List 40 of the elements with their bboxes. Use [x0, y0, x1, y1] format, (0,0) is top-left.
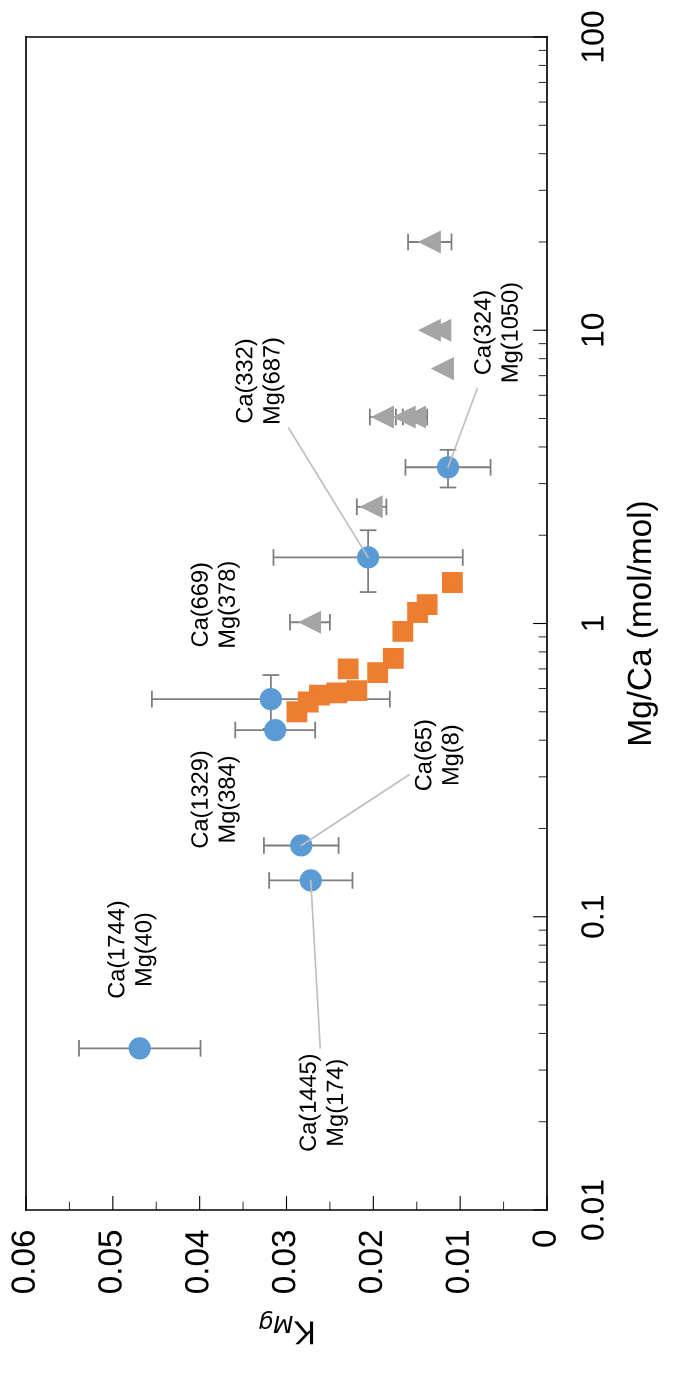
y-tick-label: 10 — [581, 313, 604, 346]
point — [441, 572, 463, 593]
x-tick-label: 0.01 — [445, 1231, 470, 1294]
y-tick-label: 100 — [581, 11, 604, 62]
annotation: Ca(669) Mg(378) — [190, 562, 240, 647]
x-tick-label: 0.06 — [11, 1230, 35, 1294]
y-tick-label: 1 — [581, 616, 604, 630]
point — [259, 688, 282, 711]
point — [392, 620, 414, 642]
point — [298, 611, 322, 634]
annotation: Ca(324) Mg(1050) — [473, 283, 523, 382]
x-tick-label: 0.04 — [185, 1230, 209, 1294]
annotation: Ca(1329) Mg(384) — [190, 751, 240, 848]
point — [431, 357, 454, 380]
annotation: Ca(65) Mg(8) — [414, 720, 464, 791]
point — [290, 834, 313, 857]
x-tick-label: 0 — [532, 1230, 556, 1247]
point — [128, 1037, 151, 1060]
x-tick-label: 0.02 — [358, 1231, 383, 1294]
point — [436, 456, 460, 479]
point — [299, 869, 322, 892]
point — [337, 658, 359, 680]
annotation: Ca(332) Mg(687) — [235, 338, 285, 424]
y-tick-label: 0.01 — [581, 1180, 604, 1240]
x-axis-title: K$_{Mg}$ — [259, 1311, 314, 1345]
annotation: Ca(1445) Mg(174) — [298, 1054, 348, 1151]
x-tick-label: 0.05 — [98, 1230, 122, 1294]
x-tick-label: 0.03 — [271, 1230, 296, 1294]
point — [264, 718, 287, 742]
point — [360, 495, 383, 518]
point — [286, 701, 308, 723]
point — [382, 648, 404, 669]
point — [346, 680, 368, 702]
point — [367, 662, 389, 684]
annotation: Ca(1744) Mg(40) — [107, 901, 157, 998]
point — [407, 602, 429, 623]
point — [418, 230, 441, 254]
y-tick-label: 0.1 — [581, 896, 604, 938]
point — [357, 546, 380, 569]
y-axis-title: Mg/Ca (mol/mol) — [626, 502, 658, 744]
